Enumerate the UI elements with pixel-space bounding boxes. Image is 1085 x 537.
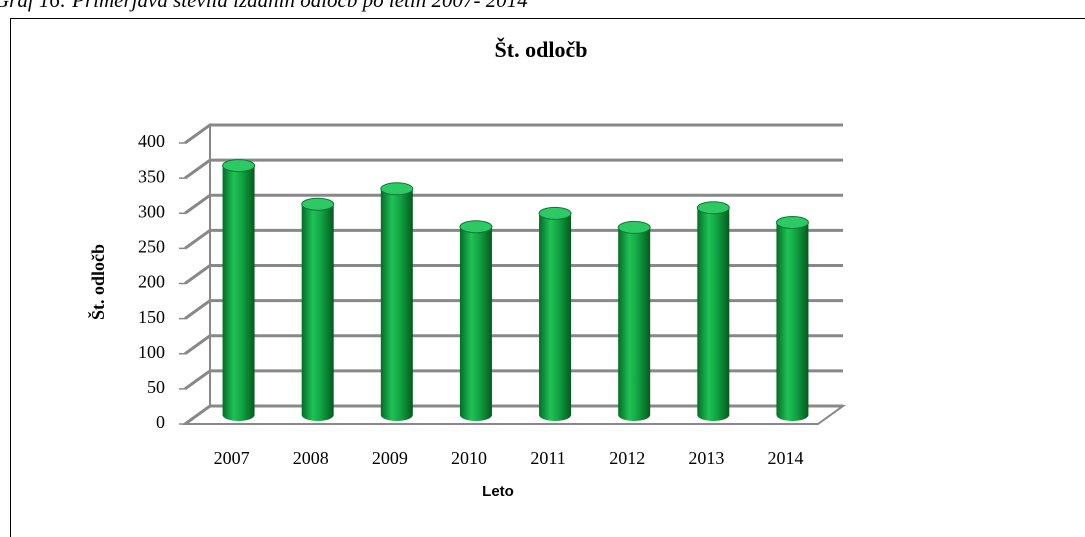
bar-top	[459, 220, 493, 234]
y-tick-label: 100	[138, 342, 165, 362]
x-tick-label: 2011	[530, 448, 565, 468]
y-tick-label: 250	[138, 237, 165, 257]
grid-line	[184, 299, 843, 320]
bar-top	[222, 159, 256, 173]
bar	[697, 207, 730, 422]
x-tick-label: 2014	[767, 448, 803, 468]
y-tick-label: 350	[138, 166, 165, 186]
x-tick-label: 2007	[214, 448, 250, 468]
bar	[459, 226, 492, 422]
bar-top	[617, 220, 651, 234]
grid-line	[184, 158, 843, 180]
x-tick-label: 2010	[451, 448, 487, 468]
chart-title: Št. odločb	[495, 37, 588, 62]
x-tick-label: 2008	[293, 448, 329, 468]
bar	[301, 204, 334, 422]
x-tick-label: 2009	[372, 448, 408, 468]
y-tick-label: 50	[147, 377, 165, 397]
y-axis-label: Št. odločb	[87, 244, 108, 320]
chart-border	[10, 18, 1085, 537]
bar-top	[538, 206, 572, 220]
grid-line	[184, 123, 843, 145]
y-tick-label: 300	[138, 201, 165, 221]
grid-line	[184, 264, 843, 285]
y-tick-label: 200	[138, 272, 165, 292]
x-tick-label: 2012	[609, 448, 645, 468]
grid-line	[184, 404, 843, 426]
grid-line	[184, 228, 843, 250]
x-axis-label: Leto	[482, 483, 514, 500]
grid-line	[184, 334, 843, 355]
bar	[380, 188, 413, 422]
bar-top	[380, 182, 414, 196]
bar-top	[696, 201, 730, 215]
bar	[776, 222, 809, 422]
bar-top	[301, 197, 335, 211]
bar	[222, 165, 255, 422]
bar-top	[775, 216, 809, 230]
bar	[618, 227, 651, 422]
grid-line	[184, 369, 843, 391]
x-tick-label: 2013	[688, 448, 724, 468]
caption: Graf 16: Primerjava števila izdanih odlo…	[0, 0, 528, 12]
y-tick-label: 150	[138, 307, 165, 327]
y-tick-label: 0	[156, 412, 165, 432]
y-tick-label: 400	[138, 131, 165, 151]
grid-line	[184, 193, 843, 215]
bar	[539, 213, 572, 422]
floor	[181, 405, 847, 425]
